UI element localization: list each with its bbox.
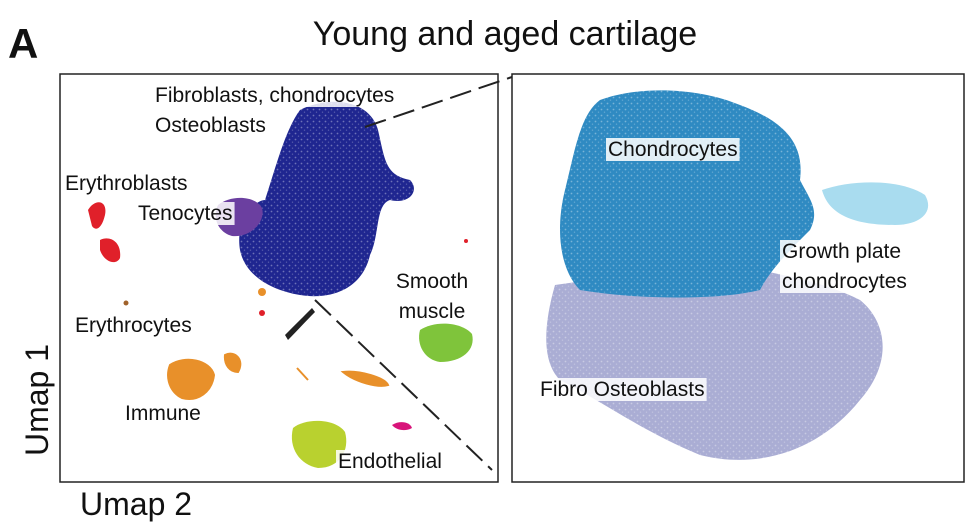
x-axis-label: Umap 2	[80, 486, 192, 522]
cluster-label: Chondrocytes	[608, 138, 738, 161]
cluster-texture	[546, 270, 883, 460]
label-background	[780, 270, 909, 293]
cluster-label: Growth plate	[782, 240, 901, 263]
cluster-label: Erythroblasts	[65, 172, 188, 195]
cluster-blob	[291, 420, 347, 468]
zoom-frame	[511, 73, 965, 483]
label-background	[123, 402, 203, 425]
y-axis-label: Umap 1	[19, 344, 55, 456]
cluster-blob	[88, 202, 121, 263]
label-background	[136, 202, 235, 225]
cluster-texture	[239, 101, 414, 297]
cluster-blob	[285, 308, 315, 340]
label-background	[780, 240, 904, 263]
figure-title: Young and aged cartilage	[313, 15, 697, 53]
label-background	[393, 270, 471, 293]
cluster-blob	[258, 288, 266, 296]
cluster-labels: Fibroblasts, chondrocytes Osteoblasts Eryt…	[63, 84, 909, 473]
panel-label: A	[8, 20, 38, 67]
cluster-blob	[167, 352, 390, 400]
cluster-label: Endothelial	[338, 450, 442, 473]
cluster-blob	[464, 239, 468, 243]
cluster-blob	[259, 310, 265, 316]
label-background	[336, 450, 444, 473]
cluster-blob	[419, 323, 473, 362]
label-background	[73, 314, 194, 337]
cluster-blob	[123, 300, 129, 306]
label-background	[63, 172, 190, 195]
cluster-label: chondrocytes	[782, 270, 907, 293]
label-background	[153, 114, 268, 137]
zoom-connector	[314, 299, 493, 471]
cluster-label: Immune	[125, 402, 201, 425]
cluster-label: Fibro Osteoblasts	[540, 378, 705, 401]
cluster-blob	[822, 182, 929, 225]
cluster-texture	[560, 90, 815, 298]
label-background	[606, 138, 740, 161]
zoom-connector	[364, 76, 513, 128]
cluster-label: Erythrocytes	[75, 314, 192, 337]
overview-frame	[59, 73, 499, 483]
label-background	[396, 300, 468, 323]
label-background	[153, 84, 397, 107]
cluster-label: muscle	[399, 300, 466, 323]
cluster-blob	[392, 422, 412, 431]
label-background	[538, 378, 707, 401]
cluster-label: Smooth	[396, 270, 468, 293]
cluster-label: Osteoblasts	[155, 114, 266, 137]
cluster-label: Fibroblasts, chondrocytes	[155, 84, 394, 107]
cluster-label: Tenocytes	[138, 202, 233, 225]
